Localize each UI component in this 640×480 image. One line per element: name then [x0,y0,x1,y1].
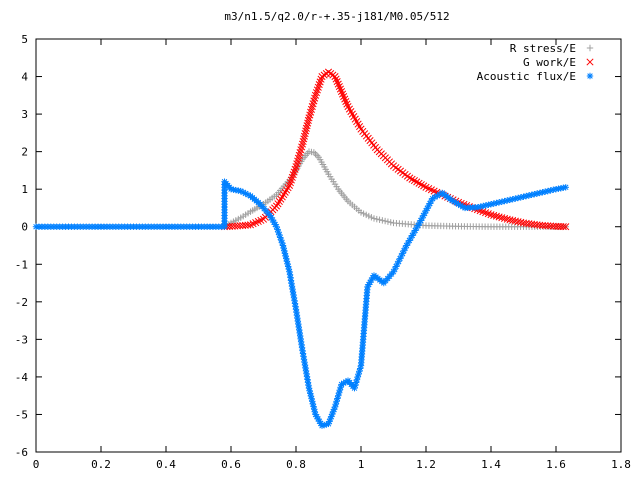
data-point [500,214,509,223]
data-point [541,222,549,230]
data-point [517,218,525,226]
data-point [304,119,312,127]
legend-label: R stress/E [510,42,576,55]
data-point [387,219,394,226]
data-point [562,184,569,191]
data-point [480,202,487,210]
data-point [379,217,386,224]
data-point [237,187,244,195]
data-point [302,124,310,132]
x-tick-label: 1.2 [416,458,436,471]
data-point [544,222,552,230]
y-tick-label: 3 [21,108,28,121]
data-point [562,223,570,231]
x-tick-label: 0.2 [91,458,111,471]
data-point [514,218,522,226]
data-point [536,221,544,229]
data-point [492,212,500,220]
data-point [302,127,310,135]
data-point [274,226,281,233]
y-tick-label: 0 [21,221,28,234]
data-point [301,130,309,138]
data-point [376,216,383,223]
data-point [354,373,361,381]
legend-marker [586,44,594,52]
data-point [316,418,323,425]
data-point [538,221,547,229]
plot-axes: 0 0.2 0.4 0.6 0.8 1 1.2 1.4 1.6 1.8 -6 -5 -4 -3 -2 -1 0 1… [15,33,631,471]
x-tick-label: 1.4 [481,458,501,471]
data-point [511,217,519,225]
data-point [244,191,252,198]
legend-label: G work/E [523,56,576,69]
data-point [490,211,498,220]
data-point [559,223,567,231]
series-g-work-e [220,68,570,231]
data-point [495,213,503,221]
data-point [244,221,252,229]
y-tick-label: -5 [15,408,28,421]
y-tick-label: 4 [21,71,28,84]
series-acoustic-flux-e [32,178,569,429]
legend-marker [586,58,594,66]
data-point [381,217,389,225]
data-point [384,218,392,225]
data-point [506,216,514,224]
data-point [547,222,555,230]
plot-frame [35,38,622,453]
y-tick-label: 2 [21,146,28,159]
x-tick-label: 1.8 [611,458,631,471]
data-point [503,215,511,223]
data-point [298,140,307,148]
data-point [373,215,380,223]
data-point [352,382,359,389]
x-tick-label: 0.4 [156,458,176,471]
data-point [299,137,307,146]
data-point [474,204,482,211]
x-tick-label: 1 [358,458,365,471]
data-point [310,149,318,156]
chart-title: m3/n1.5/q2.0/r-+.35-j181/M0.05/512 [224,10,449,23]
y-tick-label: -2 [15,296,28,309]
data-point [300,132,309,140]
data-point [303,122,311,130]
data-point [304,116,312,125]
x-tick-label: 0.8 [286,458,306,471]
legend-marker [586,72,594,80]
data-point [300,135,308,143]
data-point [370,215,378,222]
x-tick-label: 0 [33,458,40,471]
data-point [313,152,321,159]
x-tick-label: 0.6 [221,458,241,471]
y-tick-label: 5 [21,33,28,46]
data-point [487,211,495,219]
y-tick-label: 1 [21,183,28,196]
x-tick-label: 1.6 [546,458,566,471]
data-point [313,413,320,420]
y-tick-label: -6 [15,446,28,459]
series-layer [32,68,570,429]
data-point [312,150,319,158]
data-point [498,214,506,222]
y-tick-label: -1 [15,258,28,271]
legend-label: Acoustic flux/E [477,70,576,83]
y-tick-label: -4 [15,371,29,384]
data-point [509,216,517,225]
y-tick-label: -3 [15,333,28,346]
